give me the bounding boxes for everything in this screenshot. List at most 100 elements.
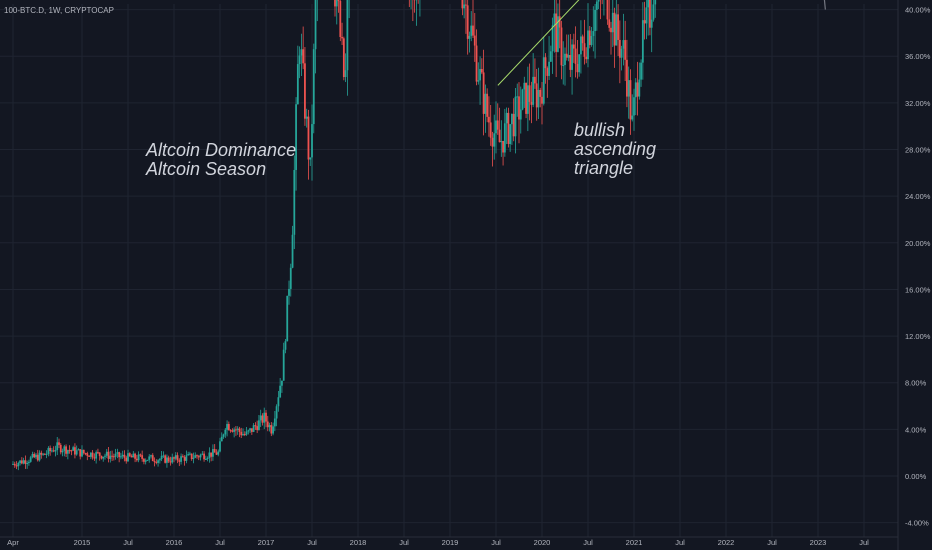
candle-body: [564, 53, 566, 65]
x-axis-tick-label: Jul: [123, 538, 133, 547]
candle-body: [493, 133, 496, 147]
candle-body: [84, 453, 87, 455]
candle-body: [507, 112, 510, 144]
candle-body: [229, 430, 232, 432]
x-axis-tick-label: 2023: [810, 538, 827, 547]
annotation-altcoin-line2: Altcoin Season: [146, 159, 267, 179]
candle-body: [112, 456, 115, 458]
x-axis-tick-label: Apr: [7, 538, 19, 547]
candle-body: [266, 421, 269, 428]
candle-body: [199, 454, 202, 458]
candle-body: [461, 0, 464, 9]
annotation-triangle-line2: ascending: [574, 139, 657, 159]
candle-body: [298, 55, 301, 65]
x-axis-tick-label: Jul: [307, 538, 317, 547]
candle-body: [613, 12, 616, 46]
candle-body: [489, 122, 492, 138]
x-axis-tick-label: 2022: [718, 538, 735, 547]
candle-body: [212, 449, 214, 457]
candle-body: [132, 453, 135, 458]
candle-body: [463, 4, 466, 9]
candle-body: [572, 44, 575, 49]
candle-body: [35, 454, 37, 458]
candle-body: [127, 453, 129, 462]
candle-body: [144, 460, 147, 462]
y-axis-tick-label: 40.00%: [905, 6, 931, 15]
candle-body: [307, 116, 310, 160]
candle-body: [634, 82, 637, 98]
candle-body: [638, 79, 641, 97]
candle-body: [610, 27, 612, 33]
candle-body: [587, 30, 589, 60]
candle-body: [49, 447, 52, 452]
candle-body: [622, 40, 625, 49]
candle-body: [19, 460, 21, 464]
candle-body: [197, 456, 200, 458]
candle-body: [334, 0, 336, 7]
candle-body: [109, 455, 112, 459]
candle-body: [627, 80, 630, 97]
candle-body: [652, 4, 655, 20]
annotation-altcoin-line1: Altcoin Dominance: [146, 140, 297, 160]
candle-body: [578, 54, 581, 73]
candle-body: [104, 455, 106, 457]
candle-body: [51, 450, 53, 452]
candle-body: [560, 27, 563, 66]
candle-body: [539, 89, 542, 97]
candle-body: [346, 0, 349, 71]
candle-body: [213, 449, 216, 453]
candle-body: [20, 460, 23, 464]
candle-body: [123, 454, 126, 458]
candle-body: [252, 425, 255, 432]
candle-body: [512, 113, 515, 137]
candle-body: [339, 1, 342, 38]
y-axis-tick-label: 4.00%: [905, 425, 927, 434]
candle-body: [500, 141, 503, 143]
candle-body: [557, 16, 559, 52]
candle-body: [157, 460, 159, 463]
x-axis-tick-label: 2018: [350, 538, 367, 547]
candle-body: [631, 115, 634, 120]
candle-body: [311, 124, 313, 158]
candle-body: [558, 16, 561, 28]
candle-body: [105, 451, 108, 456]
candle-body: [337, 0, 340, 2]
candle-body: [176, 455, 179, 461]
candle-body: [120, 456, 122, 458]
candle-body: [24, 460, 27, 465]
candle-body: [65, 446, 67, 454]
candle-body: [288, 288, 290, 296]
candle-body: [544, 57, 547, 69]
candle-body: [314, 0, 317, 50]
candle-body: [208, 452, 211, 458]
candle-body: [611, 12, 614, 33]
candle-body: [258, 420, 260, 431]
candle-body: [553, 13, 556, 26]
candle-body: [645, 7, 648, 24]
candle-body: [654, 0, 657, 5]
candle-body: [594, 9, 596, 32]
x-axis-tick-label: 2020: [534, 538, 551, 547]
candle-body: [617, 14, 619, 40]
candle-body: [210, 452, 213, 457]
candle-body: [43, 453, 46, 455]
candle-body: [116, 452, 119, 454]
candles-group: [12, 0, 657, 471]
candle-body: [265, 412, 267, 422]
candle-body: [86, 453, 89, 456]
y-axis-tick-label: 28.00%: [905, 146, 931, 155]
candle-body: [118, 452, 121, 458]
candle-body: [224, 429, 227, 435]
candle-body: [66, 450, 69, 454]
symbol-header[interactable]: 100-BTC.D, 1W, CRYPTOCAP: [4, 6, 114, 15]
candle-body: [606, 0, 609, 20]
candle-body: [245, 431, 248, 435]
candle-body: [114, 453, 117, 457]
candle-body: [289, 267, 292, 289]
candle-body: [555, 13, 558, 52]
candle-body: [277, 397, 280, 407]
candle-body: [542, 57, 545, 104]
candle-body: [643, 20, 646, 24]
